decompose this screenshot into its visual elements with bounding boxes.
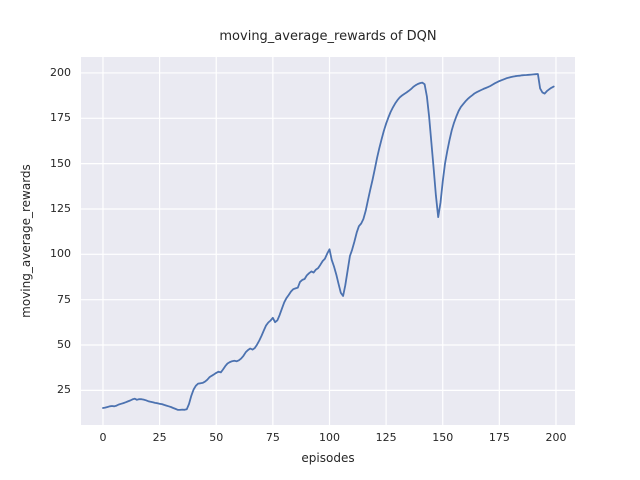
y-tick-label: 75: [57, 292, 71, 306]
x-tick-label: 125: [375, 431, 397, 444]
y-tick-label: 150: [50, 156, 71, 170]
x-tick-label: 100: [318, 431, 340, 444]
x-axis-label: episodes: [301, 451, 355, 465]
x-tick-label: 50: [209, 431, 224, 444]
x-tick-label: 0: [99, 431, 107, 444]
chart-title: moving_average_rewards of DQN: [219, 29, 437, 44]
x-tick-label: 25: [152, 431, 167, 444]
y-tick-label: 25: [57, 383, 71, 397]
y-tick-label: 200: [50, 65, 71, 79]
x-tick-label: 200: [545, 431, 567, 444]
x-tick-label: 75: [265, 431, 280, 444]
reward-line: [102, 73, 555, 411]
plot-background: [81, 57, 575, 425]
x-tick-label: 175: [488, 431, 510, 444]
y-tick-label: 100: [50, 247, 71, 261]
y-tick-label: 50: [57, 338, 71, 352]
y-tick-label: 175: [50, 111, 71, 125]
y-tick-label: 125: [50, 201, 71, 215]
x-tick-label: 150: [432, 431, 454, 444]
